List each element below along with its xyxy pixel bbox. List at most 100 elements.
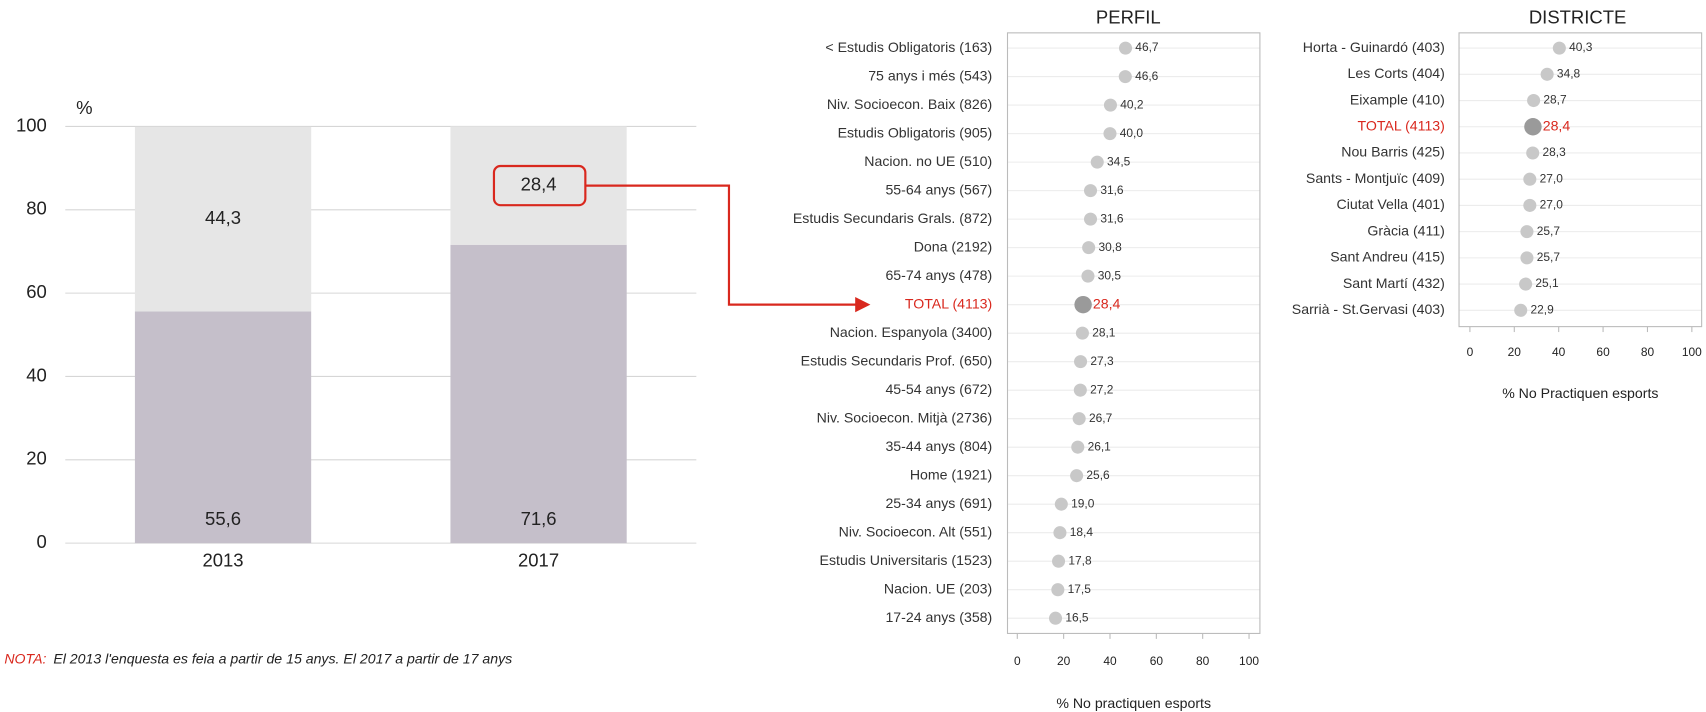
y-tick-label: 100 [16,114,47,135]
value-label: 28,4 [521,173,557,194]
category-label: Niv. Socioecon. Baix (826) [827,96,992,112]
value-label: 17,8 [1068,553,1092,567]
value-label: 18,4 [1070,525,1094,539]
category-label: Ciutat Vella (401) [1337,196,1445,212]
value-label: 71,6 [521,508,557,529]
plot-frame [1458,32,1703,328]
value-label: 25,6 [1086,468,1110,482]
dot [1082,241,1096,255]
dot [1118,70,1132,84]
category-label: Les Corts (404) [1348,65,1445,81]
value-label: 28,3 [1543,145,1567,159]
y-tick-label: 0 [37,531,47,552]
value-label: 46,7 [1135,40,1159,54]
category-label: Gràcia (411) [1367,222,1444,238]
category-label: Niv. Socioecon. Alt (551) [839,523,993,539]
dot [1083,184,1098,198]
x-tick-label: 20 [1508,345,1522,359]
value-label: 17,5 [1068,582,1092,596]
value-label: 25,1 [1535,276,1559,290]
dot [1520,225,1534,239]
category-label: 25-34 anys (691) [885,495,992,511]
bar-segment [134,311,312,544]
x-axis-label: % No Practiquen esports [1502,385,1658,401]
dot [1073,383,1087,397]
value-label: 27,3 [1090,354,1114,368]
dot [1519,277,1533,291]
value-label: 31,6 [1100,211,1124,225]
value-label: 28,7 [1543,93,1567,107]
category-label: 35-44 anys (804) [885,438,992,454]
dot [1081,269,1095,283]
value-label: 31,6 [1100,183,1124,197]
category-label: 45-54 anys (672) [885,381,992,397]
category-label: Sant Andreu (415) [1330,249,1445,265]
value-label: 28,4 [1543,117,1571,133]
connector [585,184,858,306]
value-label: 25,7 [1537,224,1561,238]
value-label: 44,3 [205,207,241,228]
x-tick-label: 0 [1467,345,1474,359]
dot [1071,440,1085,454]
category-label: TOTAL (4113) [905,295,992,311]
dot [1552,41,1566,55]
value-label: 26,1 [1088,439,1112,453]
category-label: Niv. Socioecon. Mitjà (2736) [817,409,993,425]
dot [1051,583,1065,597]
category-label: Estudis Secundaris Prof. (650) [801,352,993,368]
dot [1523,172,1537,186]
value-label: 28,1 [1092,325,1116,339]
dot [1526,146,1540,160]
dot [1072,412,1086,426]
value-label: 27,2 [1090,382,1114,396]
dot [1514,303,1528,317]
plot-frame [1006,32,1261,634]
dot [1048,611,1063,625]
value-label: 40,0 [1120,126,1144,140]
value-label: 27,0 [1540,171,1564,185]
category-label: Sants - Montjuïc (409) [1306,170,1445,186]
dot [1090,155,1104,169]
bar-segment [450,244,627,544]
value-label: 40,3 [1569,40,1593,54]
x-tick-label: 100 [1682,345,1702,359]
category-label: Horta - Guinardó (403) [1303,39,1445,55]
category-label: Nou Barris (425) [1341,144,1445,160]
x-tick-label: 0 [1014,654,1021,668]
dot [1053,526,1067,540]
category-label: TOTAL (4113) [1357,117,1444,133]
category-label: Nacion. Espanyola (3400) [830,324,993,340]
category-label: 75 anys i més (543) [868,67,992,83]
category-label: 55-64 anys (567) [885,181,992,197]
x-tick-label: 20 [1057,654,1071,668]
value-label: 34,8 [1557,66,1581,80]
category-label: 65-74 anys (478) [885,267,992,283]
x-axis-label: % No practiquen esports [1056,695,1211,711]
category-label: Home (1921) [910,466,992,482]
value-label: 16,5 [1065,610,1089,624]
y-tick-label: 60 [26,281,47,302]
value-label: 46,6 [1135,69,1159,83]
category-label: Nacion. no UE (510) [864,153,992,169]
y-tick-label: 20 [26,448,47,469]
dot [1523,198,1537,212]
dot [1118,41,1133,55]
category-label: < Estudis Obligatoris (163) [825,39,992,55]
value-label: 28,4 [1093,295,1121,311]
chart-title: PERFIL [1096,7,1161,28]
x-tick-label: 40 [1552,345,1566,359]
value-label: 34,5 [1107,154,1131,168]
category-label: Estudis Secundaris Grals. (872) [793,210,992,226]
value-label: 55,6 [205,508,241,529]
dot [1103,98,1117,112]
category-label: Sarrià - St.Gervasi (403) [1292,301,1445,317]
dot [1520,251,1534,265]
category-label: Dona (2192) [914,238,993,254]
category-label: Estudis Universitaris (1523) [820,552,993,568]
y-tick-label: 40 [26,364,47,385]
category-label: Eixample (410) [1350,91,1445,107]
category-label: Nacion. UE (203) [884,580,992,596]
note-label: NOTA: [4,650,46,666]
dot [1540,67,1554,81]
